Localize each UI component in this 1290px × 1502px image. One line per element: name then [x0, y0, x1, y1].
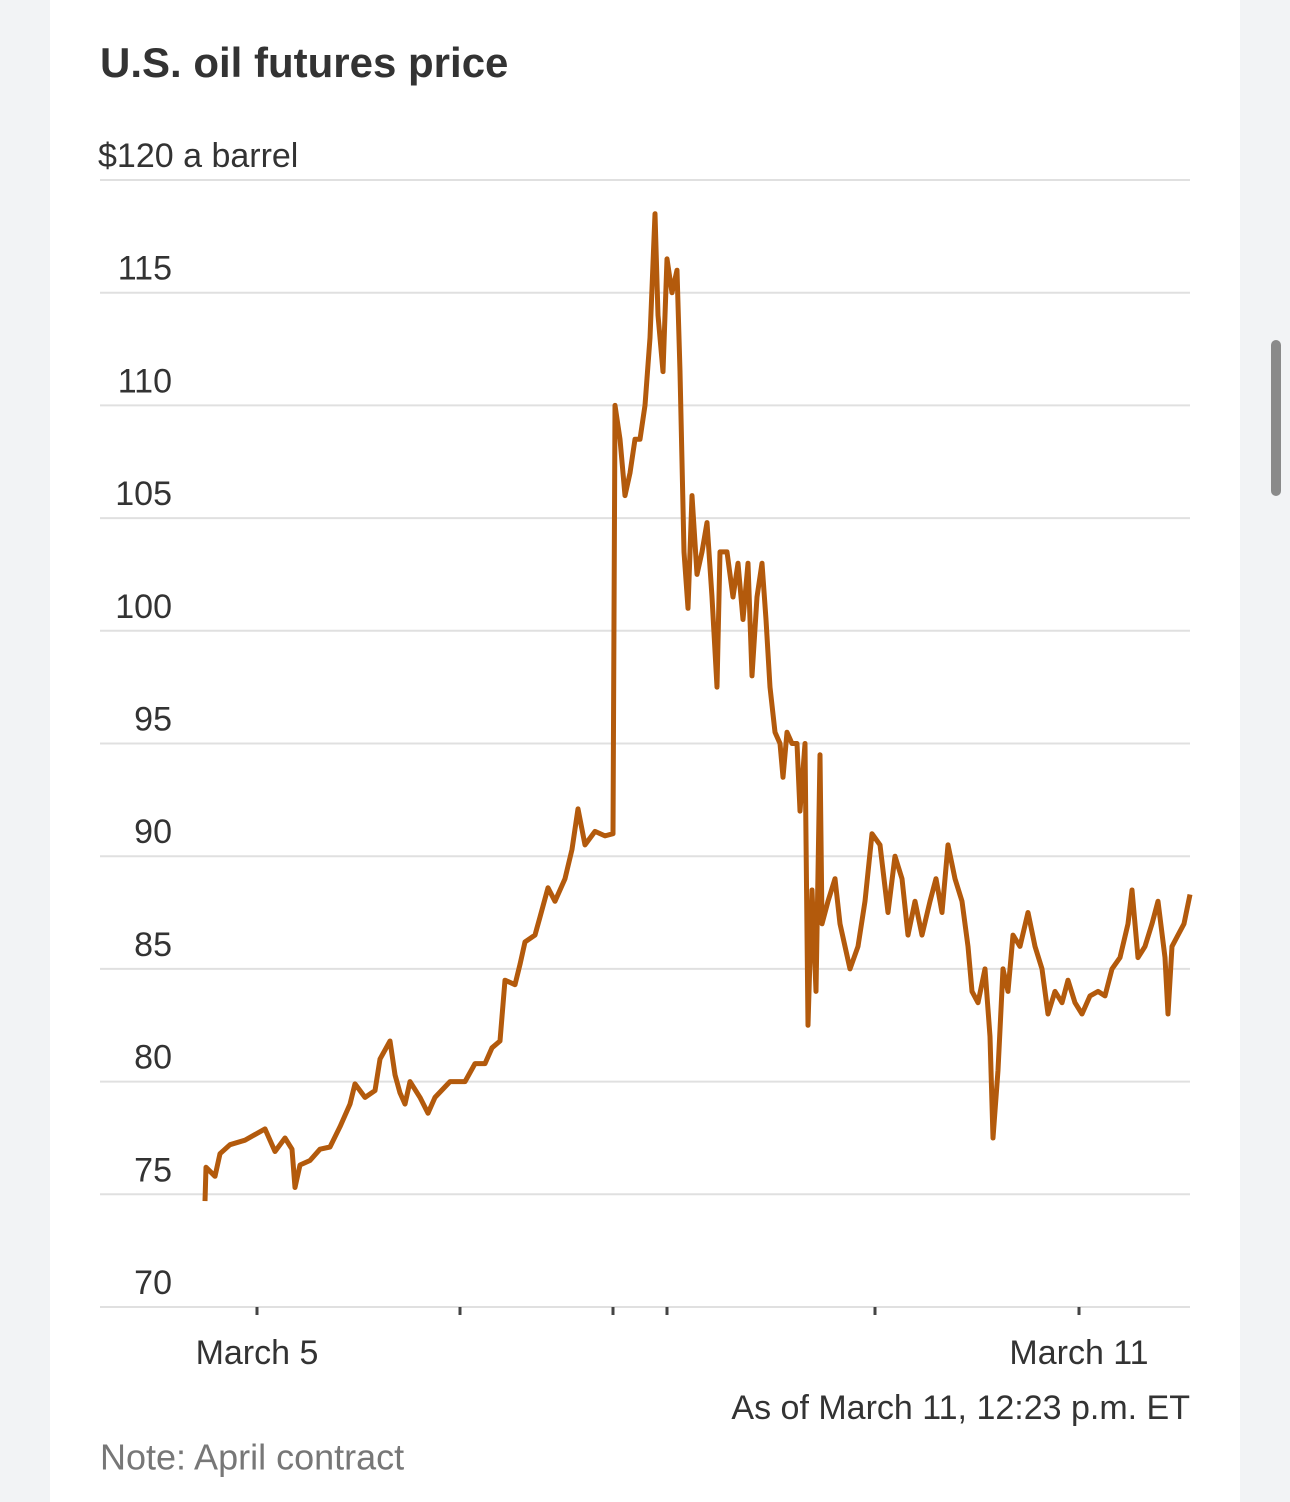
y-tick-label: 115 — [118, 250, 172, 288]
card — [50, 0, 1240, 1502]
scrollbar — [1271, 340, 1281, 496]
y-tick-label: 75 — [134, 1151, 172, 1189]
x-tick-label: March 5 — [196, 1334, 319, 1372]
timestamp: As of March 11, 12:23 p.m. ET — [731, 1389, 1190, 1427]
y-tick-label: 85 — [134, 926, 172, 964]
y-tick-label: 110 — [118, 362, 172, 400]
note: Note: April contract — [100, 1437, 404, 1478]
y-tick-label: 95 — [134, 700, 172, 738]
y-tick-label: 80 — [134, 1039, 172, 1077]
y-tick-label: 70 — [134, 1264, 172, 1302]
chart-title: U.S. oil futures price — [100, 39, 508, 86]
y-tick-label: 105 — [115, 475, 172, 513]
y-tick-label: 90 — [134, 813, 172, 851]
y-tick-label: 100 — [115, 588, 172, 626]
x-tick-label: March 11 — [1009, 1334, 1148, 1372]
price-line — [202, 211, 1193, 1202]
y-tick-label: $120 a barrel — [98, 137, 298, 175]
